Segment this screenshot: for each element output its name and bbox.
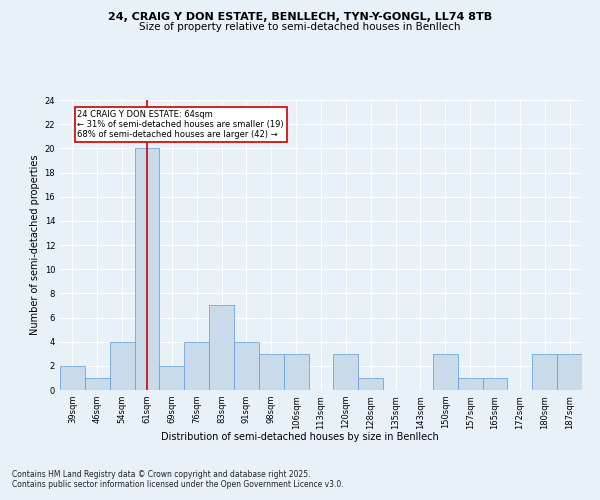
Text: Contains public sector information licensed under the Open Government Licence v3: Contains public sector information licen… [12,480,344,489]
Text: 24 CRAIG Y DON ESTATE: 64sqm
← 31% of semi-detached houses are smaller (19)
68% : 24 CRAIG Y DON ESTATE: 64sqm ← 31% of se… [77,110,284,140]
Bar [358,378,383,390]
Bar [458,378,482,390]
Text: Size of property relative to semi-detached houses in Benllech: Size of property relative to semi-detach… [139,22,461,32]
Bar [134,148,160,390]
Bar [184,342,209,390]
Text: Contains HM Land Registry data © Crown copyright and database right 2025.: Contains HM Land Registry data © Crown c… [12,470,311,479]
Bar [160,366,184,390]
Bar [532,354,557,390]
Bar [110,342,134,390]
Bar [259,354,284,390]
Bar [209,306,234,390]
Bar [557,354,582,390]
Bar [433,354,458,390]
Y-axis label: Number of semi-detached properties: Number of semi-detached properties [31,155,40,336]
Bar [334,354,358,390]
Bar [85,378,110,390]
Bar [234,342,259,390]
Bar [60,366,85,390]
Bar [284,354,308,390]
Bar [482,378,508,390]
Text: Distribution of semi-detached houses by size in Benllech: Distribution of semi-detached houses by … [161,432,439,442]
Text: 24, CRAIG Y DON ESTATE, BENLLECH, TYN-Y-GONGL, LL74 8TB: 24, CRAIG Y DON ESTATE, BENLLECH, TYN-Y-… [108,12,492,22]
